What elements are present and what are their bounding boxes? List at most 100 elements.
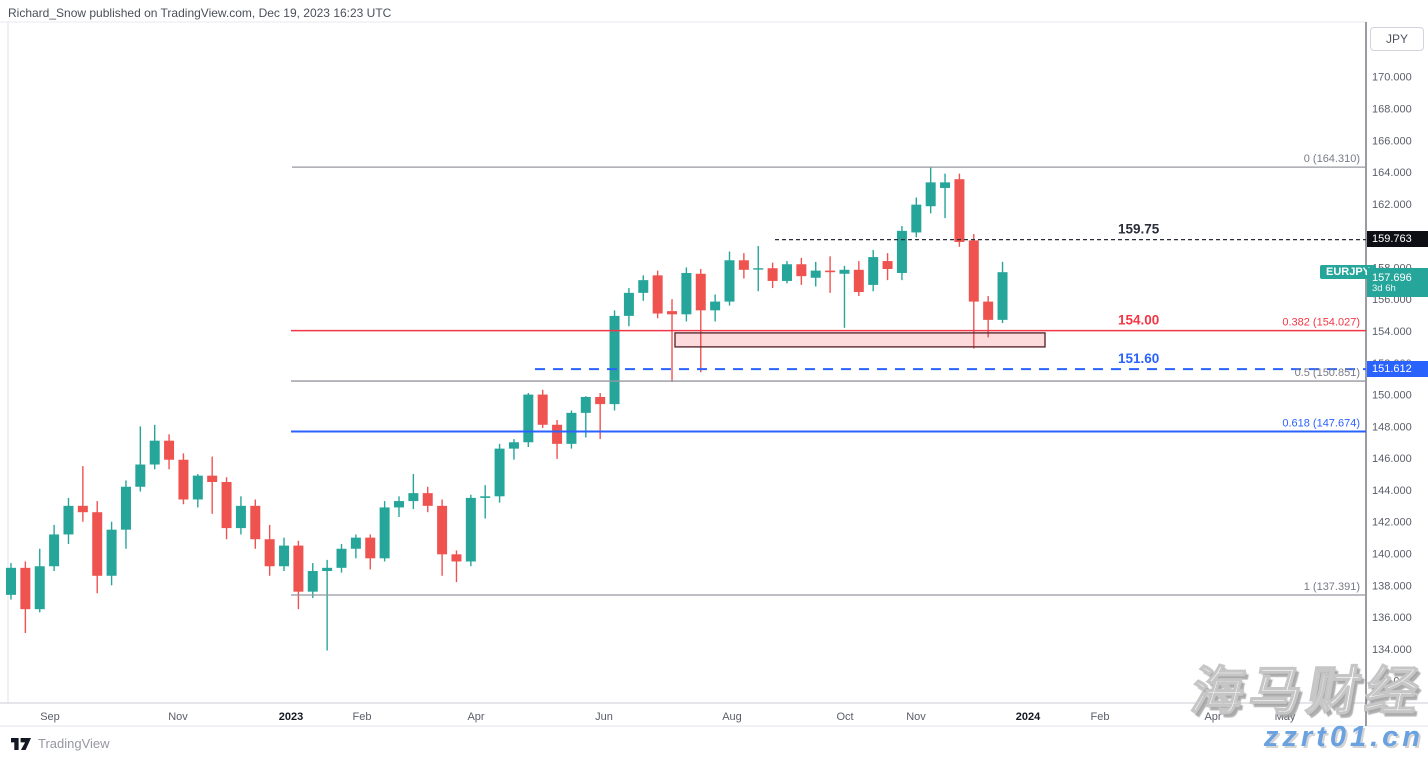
price-tick-label: 166.000 [1372, 135, 1412, 147]
candle-body [638, 280, 649, 293]
candle [279, 537, 290, 572]
candle-body [494, 448, 505, 497]
candle [379, 501, 390, 562]
candle [738, 253, 749, 279]
candle [566, 410, 577, 449]
candle-body [250, 505, 261, 540]
candle-body [480, 496, 491, 498]
candle [695, 269, 706, 373]
bar-countdown: 3d 6h [1372, 282, 1396, 294]
candle-body [192, 475, 203, 500]
candle [552, 420, 563, 459]
candle [120, 480, 131, 549]
candle [767, 262, 778, 289]
candle-body [767, 268, 778, 281]
candle-body [135, 464, 146, 487]
support-zone [674, 332, 1046, 348]
level-label: 0 (164.310) [1304, 153, 1360, 165]
candle-body [264, 539, 275, 567]
candle-body [207, 475, 218, 483]
price-tick-label: 146.000 [1372, 453, 1412, 465]
time-tick-label: Aug [722, 711, 742, 723]
candle [710, 294, 721, 322]
candle-body [810, 270, 821, 278]
currency-toggle-button[interactable]: JPY [1370, 27, 1424, 51]
candle-body [120, 486, 131, 530]
candle [667, 299, 678, 382]
candle-body [652, 275, 663, 314]
candle-body [92, 512, 103, 576]
candle-body [34, 566, 45, 610]
candle-body [77, 505, 88, 513]
candle-body [609, 315, 620, 405]
candle [925, 167, 936, 214]
candle [781, 261, 792, 284]
candle [221, 477, 232, 540]
candle [480, 485, 491, 519]
candle [422, 486, 433, 513]
level-label: 0.5 (150.851) [1295, 367, 1360, 379]
time-tick-label: Apr [467, 711, 484, 723]
price-tick-label: 144.000 [1372, 485, 1412, 497]
candle-body [451, 554, 462, 562]
candle [408, 474, 419, 510]
candle [451, 550, 462, 583]
time-tick-label: Apr [1204, 711, 1221, 723]
candle-body [839, 269, 850, 274]
candle [235, 496, 246, 535]
candle-body [350, 537, 361, 549]
price-value: 157.696 [1372, 271, 1412, 284]
candle [609, 310, 620, 411]
candle-body [738, 260, 749, 270]
candle-body [307, 571, 318, 592]
candle [20, 561, 31, 634]
candle-body [997, 272, 1008, 320]
candle [63, 497, 74, 544]
candle [681, 267, 692, 322]
level-label: 0.618 (147.674) [1282, 418, 1360, 430]
candle [940, 173, 951, 219]
last-price-label: 151.612 [1367, 360, 1428, 377]
candle-body [882, 261, 893, 270]
candle-body [954, 179, 965, 242]
tradingview-logo-icon [11, 737, 31, 750]
candle-body [221, 482, 232, 529]
candle [796, 257, 807, 285]
candle [853, 261, 864, 297]
candle [623, 288, 634, 327]
candle [178, 453, 189, 505]
tradingview-logo-text: TradingView [38, 736, 110, 751]
candle-body [293, 545, 304, 592]
candle-body [149, 440, 160, 465]
candle-body [422, 493, 433, 506]
candle [34, 548, 45, 613]
last-price-label: 157.696 3d 6h [1367, 267, 1428, 297]
candle [494, 443, 505, 503]
tradingview-branding[interactable]: TradingView [10, 736, 110, 751]
candle-body [868, 257, 879, 285]
candle-body [523, 394, 534, 443]
time-tick-label: Feb [1091, 711, 1110, 723]
candle-body [322, 567, 333, 572]
candle-body [164, 440, 175, 460]
candle [997, 261, 1008, 324]
candle [437, 499, 448, 576]
candle [523, 392, 534, 448]
price-tick-label: 150.000 [1372, 390, 1412, 402]
time-tick-label: Jun [595, 711, 613, 723]
level-label: 1 (137.391) [1304, 581, 1360, 593]
candle-body [724, 260, 735, 302]
price-tick-label: 134.000 [1372, 644, 1412, 656]
candle-body [465, 497, 476, 562]
candle [393, 496, 404, 517]
candle [350, 534, 361, 559]
candle-body [853, 269, 864, 293]
candle [293, 540, 304, 610]
time-tick-label: Oct [836, 711, 853, 723]
candle-body [408, 493, 419, 502]
price-tick-label: 162.000 [1372, 199, 1412, 211]
candle-body [508, 442, 519, 449]
level-title: 159.75 [1118, 222, 1160, 237]
